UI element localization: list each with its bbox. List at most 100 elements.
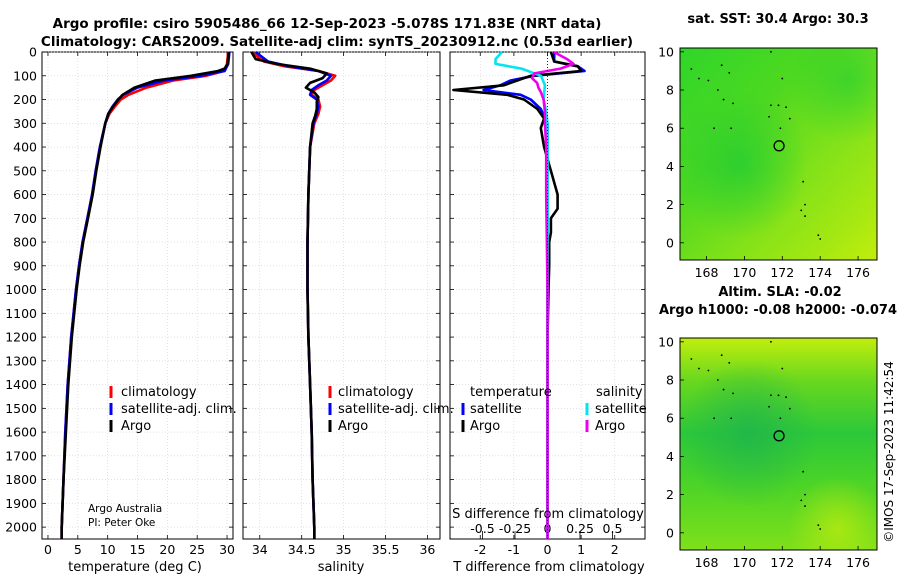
map-lat-label: 0 — [666, 525, 674, 540]
depth-tick-label: 2000 — [5, 520, 37, 535]
map-lon-label: 172 — [770, 265, 794, 280]
x-tick-label: 36 — [419, 542, 435, 557]
x-tick-label: 35.5 — [372, 542, 400, 557]
imos-watermark: ©IMOS 17-Sep-2023 11:42:54 — [882, 361, 896, 543]
x-tick-label: 35 — [336, 542, 352, 557]
x-tick-label: 0 — [544, 542, 552, 557]
island-dot — [720, 64, 723, 67]
figure-title-line1: Argo profile: csiro 5905486_66 12-Sep-20… — [53, 16, 602, 32]
map-lon-label: 174 — [808, 555, 832, 570]
island-dot — [732, 392, 734, 395]
x-tick-label: 0.25 — [566, 521, 594, 536]
legend-label-climatology: climatology — [121, 385, 197, 400]
depth-tick-label: 800 — [13, 235, 37, 250]
depth-tick-label: 300 — [13, 116, 37, 131]
map-lat-label: 2 — [666, 487, 674, 502]
island-dot — [804, 215, 806, 217]
legend-salinity-panel: climatology satellite-adj. clim. Argo — [328, 385, 454, 434]
sla-map-axes: 168 170 172 174 176 0 2 4 6 8 10 — [658, 334, 870, 570]
island-dot — [779, 417, 782, 420]
sla-argo-location-marker — [773, 430, 785, 442]
grid-layer — [42, 51, 645, 539]
island-dot — [802, 180, 805, 183]
depth-tick-label: 1700 — [5, 448, 37, 463]
legend-label-t-satellite: satellite — [470, 402, 522, 417]
island-dot — [800, 209, 803, 212]
island-dot — [770, 340, 772, 343]
legend-label-s-argo: Argo — [595, 419, 625, 434]
t-difference-axis-label: T difference from climatology — [452, 560, 645, 575]
depth-tick-label: 500 — [13, 163, 37, 178]
sst-map: 168 170 172 174 176 0 2 4 6 8 10 — [658, 44, 878, 280]
legend-label-argo: Argo — [338, 419, 368, 434]
island-dot — [713, 417, 715, 420]
legend-label-satellite: satellite-adj. clim. — [121, 402, 237, 417]
map-lat-label: 10 — [658, 334, 674, 349]
map-lon-label: 170 — [732, 265, 756, 280]
sst-map-title: sat. SST: 30.4 Argo: 30.3 — [687, 12, 868, 27]
sst-map-axes: 168 170 172 174 176 0 2 4 6 8 10 — [658, 44, 870, 280]
island-dot — [730, 417, 733, 420]
map-lat-label: 4 — [666, 449, 674, 464]
x-tick-label: 20 — [159, 542, 175, 557]
map-lat-label: 6 — [666, 121, 674, 136]
x-tick-label: -1 — [508, 542, 520, 557]
island-dot — [698, 367, 700, 370]
island-dot — [788, 407, 791, 410]
sst-field-warm-patch — [680, 48, 877, 260]
island-dot — [698, 77, 700, 80]
map-lat-label: 2 — [666, 197, 674, 212]
depth-tick-label: 100 — [13, 68, 37, 83]
depth-tick-label: 1600 — [5, 425, 37, 440]
map-lat-label: 4 — [666, 159, 674, 174]
island-dot — [768, 115, 770, 118]
x-axis-layer: 0 5 10 15 20 25 30 34 34.5 35 35.5 36 -2 -1 0 1 2 -0.5 -0.… — [44, 521, 622, 557]
s-difference-axis-label: S difference from climatology — [452, 507, 644, 522]
island-dot — [690, 68, 693, 70]
island-dot — [804, 203, 806, 206]
depth-tick-label: 400 — [13, 140, 37, 155]
island-dot — [770, 394, 772, 397]
series-layer — [60, 50, 586, 539]
legend-heading-salinity: salinity — [596, 385, 643, 400]
depth-tick-label: 600 — [13, 187, 37, 202]
map-lat-label: 8 — [666, 83, 674, 98]
depth-tick-label: 900 — [13, 258, 37, 273]
x-tick-label: 34 — [252, 542, 268, 557]
depth-tick-label: 200 — [13, 92, 37, 107]
island-dot — [707, 79, 710, 82]
map-lon-label: 170 — [732, 555, 756, 570]
depth-axis: 0 100 200 300 400 500 600 700 800 900 1000 1100 1200… — [5, 45, 37, 535]
legend-difference-panel: temperature salinity satellite Argo sate… — [461, 385, 647, 434]
island-dot — [804, 505, 806, 507]
depth-tick-label: 1200 — [5, 330, 37, 345]
island-dot — [802, 470, 805, 473]
x-tick-label: 0.5 — [603, 521, 623, 536]
island-dot — [788, 117, 791, 120]
sla-map-title-line1: Altim. SLA: -0.02 — [718, 285, 841, 300]
x-tick-label: 15 — [130, 542, 146, 557]
sst-argo-location-marker — [773, 140, 785, 152]
salinity-axis-label: salinity — [318, 560, 365, 575]
legend-label-t-argo: Argo — [470, 419, 500, 434]
island-dot — [730, 127, 733, 130]
island-dot — [728, 361, 731, 364]
x-tick-label: 10 — [100, 542, 116, 557]
island-dot — [819, 528, 822, 530]
sst-island-outlines — [690, 50, 822, 240]
legend-label-satellite: satellite-adj. clim. — [338, 402, 454, 417]
sst-map-frame — [679, 47, 878, 261]
depth-tick-label: 1100 — [5, 306, 37, 321]
x-tick-label: 2 — [611, 542, 619, 557]
map-lon-label: 176 — [846, 555, 870, 570]
map-lat-label: 8 — [666, 373, 674, 388]
island-dot — [707, 369, 710, 372]
depth-tick-label: 1900 — [5, 496, 37, 511]
island-dot — [722, 388, 725, 391]
depth-tick-label: 1300 — [5, 353, 37, 368]
x-tick-label: 30 — [219, 542, 235, 557]
island-dot — [728, 71, 731, 74]
figure-title-line2: Climatology: CARS2009. Satellite-adj cli… — [41, 34, 633, 50]
island-dot — [722, 98, 725, 101]
